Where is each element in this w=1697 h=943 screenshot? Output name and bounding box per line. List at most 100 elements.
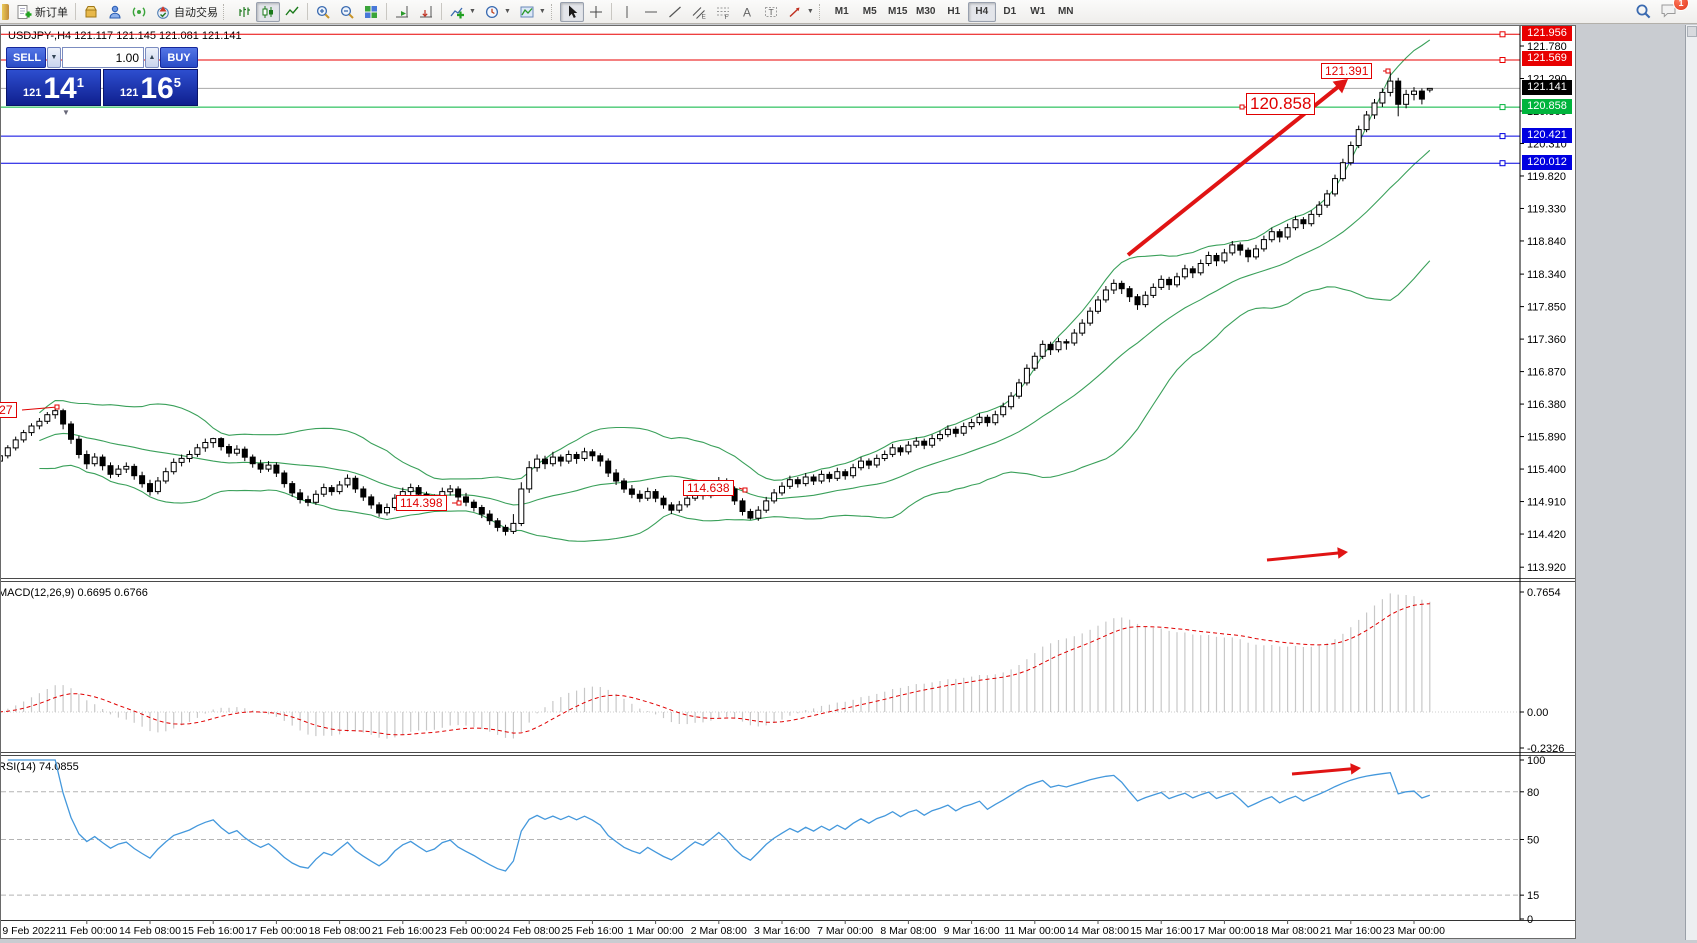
candle-body[interactable] xyxy=(305,499,311,503)
candle-body[interactable] xyxy=(1260,239,1267,250)
candle-body[interactable] xyxy=(1063,341,1070,344)
time-label[interactable]: 7 Mar 00:00 xyxy=(817,925,873,937)
time-label[interactable]: 15 Feb 16:00 xyxy=(182,925,244,937)
timeframe-m1[interactable]: M1 xyxy=(828,2,856,22)
candle-body[interactable] xyxy=(779,485,785,494)
candle-body[interactable] xyxy=(360,488,367,498)
candle-body[interactable] xyxy=(494,520,501,528)
candle-body[interactable] xyxy=(336,484,343,493)
candle-body[interactable] xyxy=(557,456,564,462)
candle-body[interactable] xyxy=(447,488,454,493)
candle-body[interactable] xyxy=(60,410,67,425)
candle-body[interactable] xyxy=(218,438,225,448)
candle-body[interactable] xyxy=(739,500,746,512)
zoom-out-button[interactable] xyxy=(335,2,359,22)
time-label[interactable]: 11 Feb 00:00 xyxy=(56,925,117,937)
candle-body[interactable] xyxy=(312,493,319,503)
candle-body[interactable] xyxy=(1174,276,1180,286)
candle-body[interactable] xyxy=(802,476,809,485)
search-button[interactable] xyxy=(1631,2,1656,22)
candle-body[interactable] xyxy=(91,456,98,465)
candle-body[interactable] xyxy=(186,454,193,459)
candle-body[interactable] xyxy=(83,454,90,465)
time-label[interactable]: 23 Feb 00:00 xyxy=(435,925,497,937)
candle-body[interactable] xyxy=(478,507,485,515)
candle-body[interactable] xyxy=(565,454,572,462)
panel-separator[interactable] xyxy=(1,755,1575,756)
candle-body[interactable] xyxy=(794,479,801,485)
new-order-button[interactable]: 新订单 xyxy=(12,2,72,22)
candle-body[interactable] xyxy=(763,500,770,511)
candle-body[interactable] xyxy=(850,467,857,477)
candle-body[interactable] xyxy=(944,428,951,436)
panel-collapse-arrow[interactable]: ▼ xyxy=(62,108,70,117)
candle-body[interactable] xyxy=(1237,244,1244,251)
candle-body[interactable] xyxy=(226,446,232,454)
timeframe-w1[interactable]: W1 xyxy=(1024,2,1052,22)
candle-body[interactable] xyxy=(99,456,106,467)
candle-body[interactable] xyxy=(1276,231,1283,238)
trendline-button[interactable] xyxy=(663,2,687,22)
candle-body[interactable] xyxy=(786,479,793,487)
candle-body[interactable] xyxy=(376,504,383,514)
candle-body[interactable] xyxy=(747,511,754,519)
text-button[interactable]: A xyxy=(735,2,759,22)
candle-body[interactable] xyxy=(1387,80,1394,93)
autoscroll-button[interactable] xyxy=(390,2,414,22)
market-button[interactable] xyxy=(79,2,103,22)
price-annotation[interactable]: 114.638 xyxy=(683,480,734,497)
candle-body[interactable] xyxy=(486,513,493,522)
candle-body[interactable] xyxy=(1016,382,1022,397)
trend-arrow[interactable] xyxy=(1291,767,1356,776)
channel-button[interactable]: E xyxy=(687,2,711,22)
line-handle[interactable] xyxy=(1499,57,1506,63)
chart-canvas[interactable]: USDJPY-,H4 121.117 121.145 121.081 121.1… xyxy=(0,26,1575,938)
zoom-in-button[interactable] xyxy=(311,2,335,22)
annotation-anchor[interactable] xyxy=(742,487,748,493)
candle-body[interactable] xyxy=(1181,268,1188,278)
candle-body[interactable] xyxy=(889,447,896,455)
candle-body[interactable] xyxy=(1126,288,1133,298)
candle-body[interactable] xyxy=(1205,255,1212,264)
candle-body[interactable] xyxy=(328,487,335,493)
candle-body[interactable] xyxy=(984,416,991,424)
time-label[interactable]: 21 Feb 16:00 xyxy=(372,925,434,937)
candle-body[interactable] xyxy=(1047,343,1054,351)
candle-body[interactable] xyxy=(992,414,999,424)
candle-body[interactable] xyxy=(502,526,509,532)
candle-body[interactable] xyxy=(621,480,627,490)
candle-body[interactable] xyxy=(668,504,675,511)
candle-body[interactable] xyxy=(1134,296,1141,306)
cursor-button[interactable] xyxy=(559,1,584,22)
line-handle[interactable] xyxy=(1499,160,1506,167)
candle-body[interactable] xyxy=(0,455,3,462)
candle-body[interactable] xyxy=(368,496,375,506)
candle-body[interactable] xyxy=(542,458,548,465)
scrollbar-arrow[interactable] xyxy=(1687,26,1697,37)
candle-body[interactable] xyxy=(960,426,967,434)
candle-body[interactable] xyxy=(810,476,817,482)
candle-body[interactable] xyxy=(952,428,959,434)
candle-body[interactable] xyxy=(249,456,256,465)
candle-body[interactable] xyxy=(147,483,153,493)
candle-body[interactable] xyxy=(1071,332,1078,344)
candle-body[interactable] xyxy=(771,492,778,502)
candle-body[interactable] xyxy=(1229,244,1236,254)
candle-body[interactable] xyxy=(913,440,920,446)
fibonacci-button[interactable]: F xyxy=(711,2,735,22)
candle-body[interactable] xyxy=(1339,162,1346,180)
line-handle[interactable] xyxy=(1499,104,1506,111)
line-handle[interactable] xyxy=(1499,31,1506,38)
candle-body[interactable] xyxy=(1118,282,1125,290)
candlestick-chart-button[interactable] xyxy=(256,1,280,22)
candle-body[interactable] xyxy=(52,410,59,416)
candle-body[interactable] xyxy=(1213,255,1220,262)
candle-body[interactable] xyxy=(628,488,635,495)
signals-button[interactable] xyxy=(127,2,151,22)
sell-button[interactable]: SELL xyxy=(6,47,46,68)
candle-body[interactable] xyxy=(407,487,414,493)
candle-body[interactable] xyxy=(518,488,525,524)
candle-body[interactable] xyxy=(1308,213,1315,225)
annotation-anchor[interactable] xyxy=(54,404,60,410)
timeframe-m15[interactable]: M15 xyxy=(884,2,912,22)
